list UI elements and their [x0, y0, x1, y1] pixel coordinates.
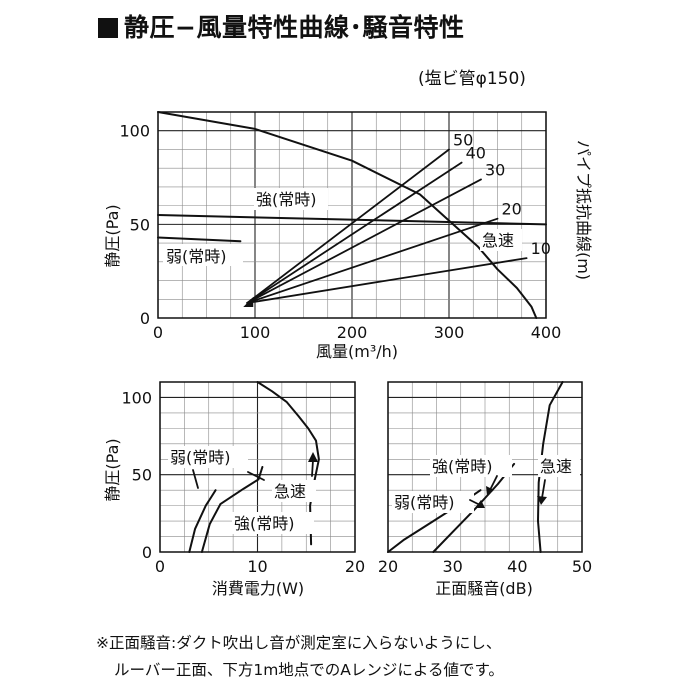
- chart1-kyuusoku-label-bg: [480, 229, 522, 251]
- chart1-pipe-curve-label: 30: [485, 160, 505, 179]
- chart3-jaku-arrow-icon: [475, 500, 485, 508]
- chart1-series: [157, 111, 547, 319]
- chart1-y-tick-label: 100: [119, 122, 150, 141]
- chart1-x-tick-label: 100: [240, 323, 271, 342]
- chart2-y-tick-label: 0: [142, 543, 152, 562]
- chart3-jaku-label-bg: [392, 491, 474, 513]
- chart3-x-tick-label: 30: [442, 557, 462, 576]
- chart2-x-tick-label: 0: [155, 557, 165, 576]
- chart1-series-line: [157, 214, 547, 226]
- chart2-y-axis-label: 静圧(Pa): [103, 438, 122, 501]
- chart1-pipe-curve: [246, 178, 482, 304]
- duct-note: (塩ビ管φ150): [418, 69, 526, 89]
- chart3-kyuusoku-label: 急速: [540, 457, 572, 476]
- page-title-text: 静圧−風量特性曲線･騒音特性: [124, 13, 465, 42]
- chart-static-pressure-vs-noise: 20 30 40 50 強(常時) 弱(常時) 急速 正面騒音(dB): [378, 381, 592, 598]
- chart1-x-tick-label: 300: [434, 323, 465, 342]
- chart1-pipe-curve-label: 50: [453, 130, 473, 149]
- chart1-pipe-origin-mark: [243, 297, 254, 308]
- chart3-kyuusoku-label-bg: [538, 455, 580, 477]
- chart2-x-tick-label: 10: [247, 557, 267, 576]
- chart1-jaku-label: 弱(常時): [166, 247, 227, 266]
- chart2-kyuusoku-label: 急速: [274, 482, 306, 501]
- chart2-labels: 弱(常時) 急速 強(常時): [168, 446, 318, 534]
- chart1-pipe-curve: [246, 148, 450, 304]
- chart1-y-tick-label: 50: [130, 215, 150, 234]
- chart2-y-tick-label: 100: [121, 388, 152, 407]
- chart2-x-ticks: 0 10 20: [155, 557, 365, 576]
- chart2-y-tick-label: 50: [132, 466, 152, 485]
- chart1-pipe-curve-label: 20: [502, 200, 522, 219]
- chart2-kyuusoku-label-bg: [272, 480, 316, 502]
- chart3-x-tick-label: 20: [378, 557, 398, 576]
- chart1-series-line: [157, 236, 242, 243]
- page-title: 静圧−風量特性曲線･騒音特性: [98, 8, 464, 44]
- chart3-jaku-label: 弱(常時): [394, 493, 455, 512]
- chart1-x-ticks: 0 100 200 300 400: [153, 323, 561, 342]
- chart2-jaku-label: 弱(常時): [170, 448, 231, 467]
- chart3-frame: [387, 381, 583, 553]
- chart1-pipe-curve-label: 10: [531, 239, 551, 258]
- chart3-kyou-leader: [489, 475, 498, 491]
- chart2-x-axis-label: 消費電力(W): [212, 579, 304, 598]
- chart3-x-ticks: 20 30 40 50: [378, 557, 592, 576]
- chart1-pipe-curve: [246, 217, 499, 304]
- chart1-pipe-curve-label: 40: [466, 144, 486, 163]
- chart1-pipe-curve: [246, 257, 528, 304]
- chart1-x-axis-label: 風量(m³/h): [316, 342, 398, 361]
- chart3-x-axis-label: 正面騒音(dB): [435, 579, 533, 598]
- chart2-series-line: [188, 489, 217, 553]
- chart3-kyou-arrow-icon: [486, 486, 494, 496]
- chart2-jaku-leader: [192, 469, 199, 489]
- chart1-pipe-curve: [246, 161, 463, 304]
- chart1-series-line: [157, 111, 538, 319]
- chart3-labels: 強(常時) 弱(常時) 急速: [392, 455, 580, 513]
- chart1-x-tick-label: 200: [337, 323, 368, 342]
- chart-static-pressure-vs-power: 0 10 20 0 50 100 弱(常時) 急速 強(常時) 静圧(Pa) 消費電力(…: [103, 381, 365, 598]
- chart3-kyou-label: 強(常時): [432, 457, 493, 476]
- chart1-kyou-label: 強(常時): [256, 190, 317, 209]
- chart2-kyou-label: 強(常時): [234, 514, 295, 533]
- chart2-y-ticks: 0 50 100: [121, 388, 152, 562]
- chart1-y-axis-label: 静圧(Pa): [103, 204, 122, 267]
- chart1-y-tick-label: 0: [140, 309, 150, 328]
- chart1-y-ticks: 0 50 100: [119, 122, 150, 328]
- chart2-x-tick-label: 20: [345, 557, 365, 576]
- chart2-series-line: [200, 466, 264, 553]
- footnote-line-2: ルーバー正面、下方1m地点でのAレンジによる値です。: [114, 661, 504, 679]
- chart1-x-tick-label: 0: [153, 323, 163, 342]
- footnote-line-1: ※正面騒音:ダクト吹出し音が測定室に入らないようにし、: [96, 634, 502, 652]
- chart3-series-line: [432, 462, 516, 553]
- chart1-x-tick-label: 400: [531, 323, 562, 342]
- chart1-kyou-label-bg: [254, 188, 328, 210]
- chart1-labels: 強(常時) 弱(常時) 急速: [163, 188, 522, 266]
- chart2-jaku-label-bg: [168, 446, 248, 468]
- chart1-kyuusoku-label: 急速: [482, 231, 514, 250]
- chart1-right-axis-label: パイプ抵抗曲線(m): [574, 140, 593, 280]
- chart3-x-tick-label: 40: [507, 557, 527, 576]
- chart3-x-tick-label: 50: [572, 557, 592, 576]
- chart2-kyou-label-bg: [232, 512, 314, 534]
- chart3-kyuusoku-leader: [541, 479, 546, 499]
- chart1-grid: [157, 111, 547, 319]
- chart3-kyuusoku-arrow-icon: [537, 496, 547, 505]
- footnote: ※正面騒音:ダクト吹出し音が測定室に入らないようにし、 ルーバー正面、下方1m地…: [96, 630, 504, 684]
- chart2-kyou-leader: [247, 471, 265, 481]
- title-square-icon: [98, 18, 118, 38]
- chart2-kyuusoku-leader: [311, 459, 314, 477]
- chart3-kyou-label-bg: [430, 455, 512, 477]
- chart2-kyuusoku-arrow-icon: [308, 452, 318, 462]
- chart1-jaku-label-bg: [163, 244, 243, 266]
